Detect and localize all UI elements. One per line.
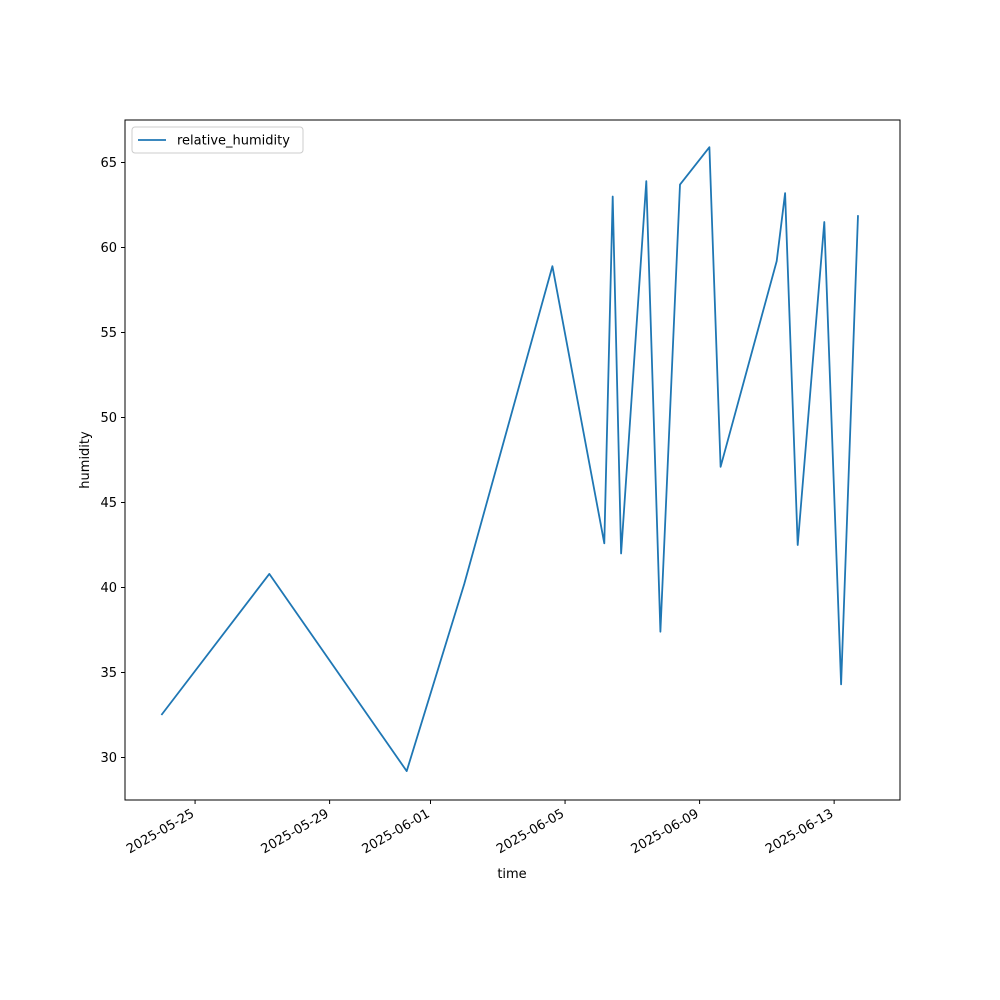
x-tick-label: 2025-06-09	[629, 806, 702, 857]
y-tick-label: 45	[100, 496, 117, 511]
y-axis-label: humidity	[78, 431, 93, 489]
x-tick-label: 2025-06-01	[360, 806, 433, 857]
x-tick-label: 2025-05-25	[124, 806, 197, 857]
x-axis-label: time	[497, 867, 526, 882]
y-axis: 30 35 40 45 50 55 60 65	[100, 156, 125, 766]
plot-background	[125, 120, 900, 800]
x-tick-label: 2025-05-29	[259, 806, 332, 857]
y-tick-label: 50	[100, 411, 117, 426]
x-tick-label: 2025-06-05	[494, 806, 567, 857]
y-tick-label: 55	[100, 326, 117, 341]
legend-box	[131, 126, 304, 154]
x-axis: 2025-05-25 2025-05-29 2025-06-01 2025-06-05…	[124, 800, 836, 857]
y-tick-label: 30	[100, 751, 117, 766]
y-tick-label: 65	[100, 156, 117, 171]
y-tick-label: 40	[100, 581, 117, 596]
series-points	[161, 147, 858, 772]
legend: relative_humidity	[131, 126, 304, 154]
y-tick-label: 35	[100, 666, 117, 681]
x-tick-label: 2025-06-13	[763, 806, 836, 857]
plot-frame	[124, 119, 901, 801]
y-tick-label: 60	[100, 241, 117, 256]
legend-label: relative_humidity	[177, 134, 290, 149]
